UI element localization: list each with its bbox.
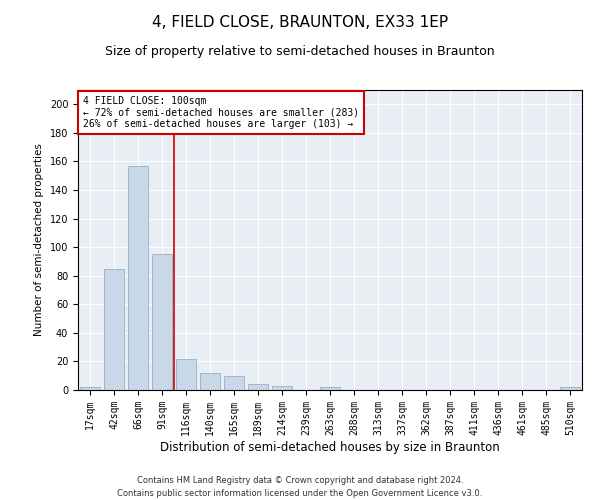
Bar	[320, 387, 340, 390]
Bar	[272, 386, 292, 390]
Bar	[128, 166, 148, 390]
Bar	[200, 373, 220, 390]
Text: Size of property relative to semi-detached houses in Braunton: Size of property relative to semi-detach…	[105, 45, 495, 58]
Text: 4, FIELD CLOSE, BRAUNTON, EX33 1EP: 4, FIELD CLOSE, BRAUNTON, EX33 1EP	[152, 15, 448, 30]
Text: 4 FIELD CLOSE: 100sqm
← 72% of semi-detached houses are smaller (283)
26% of sem: 4 FIELD CLOSE: 100sqm ← 72% of semi-deta…	[83, 96, 359, 129]
Text: Contains HM Land Registry data © Crown copyright and database right 2024.: Contains HM Land Registry data © Crown c…	[137, 476, 463, 485]
Bar	[176, 358, 196, 390]
Bar	[560, 387, 580, 390]
Text: Contains public sector information licensed under the Open Government Licence v3: Contains public sector information licen…	[118, 488, 482, 498]
Y-axis label: Number of semi-detached properties: Number of semi-detached properties	[34, 144, 44, 336]
Bar	[80, 387, 100, 390]
Bar	[104, 268, 124, 390]
X-axis label: Distribution of semi-detached houses by size in Braunton: Distribution of semi-detached houses by …	[160, 440, 500, 454]
Bar	[152, 254, 172, 390]
Bar	[224, 376, 244, 390]
Bar	[248, 384, 268, 390]
